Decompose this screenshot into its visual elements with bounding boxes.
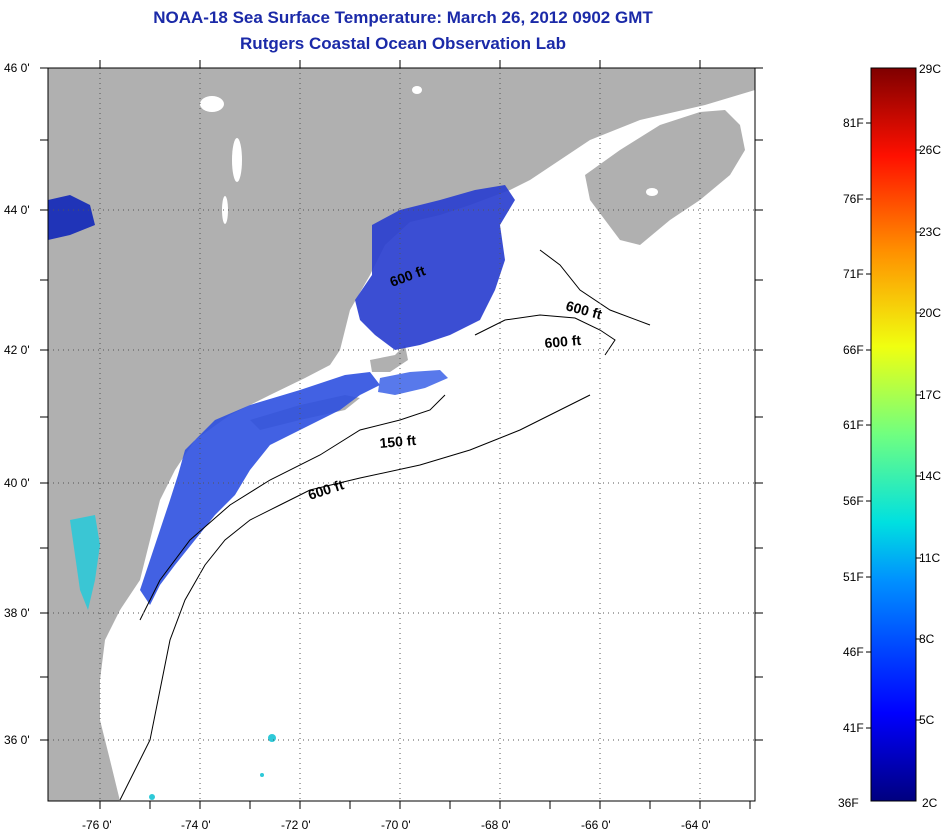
lat-label: 36 0' bbox=[4, 733, 30, 747]
lon-label: -74 0' bbox=[181, 818, 211, 832]
sst-gulf-of-maine bbox=[355, 185, 515, 350]
title-line-1: NOAA-18 Sea Surface Temperature: March 2… bbox=[153, 8, 653, 27]
map-frame bbox=[47, 67, 756, 802]
contour-150ft bbox=[139, 394, 446, 621]
lake bbox=[646, 188, 658, 196]
colorbar-f-label: 71F bbox=[843, 267, 864, 281]
lat-label: 38 0' bbox=[4, 606, 30, 620]
lat-label: 46 0' bbox=[4, 61, 30, 75]
title-line-2: Rutgers Coastal Ocean Observation Lab bbox=[240, 34, 566, 53]
colorbar-c-label: 20C bbox=[919, 306, 942, 320]
lon-label: -68 0' bbox=[481, 818, 511, 832]
colorbar-c-label: 29C bbox=[919, 62, 942, 76]
contour-600ft-outer bbox=[539, 249, 651, 326]
colorbar-c-label: 5C bbox=[919, 713, 935, 727]
colorbar-f-label: 46F bbox=[843, 645, 864, 659]
contour-label: 150 ft bbox=[379, 432, 417, 451]
colorbar-f-label: 76F bbox=[843, 192, 864, 206]
lat-label: 44 0' bbox=[4, 203, 30, 217]
sst-lake-ontario bbox=[48, 195, 95, 240]
sst-speck bbox=[260, 773, 264, 777]
lon-ticks bbox=[99, 60, 751, 809]
colorbar-ticks bbox=[866, 122, 921, 729]
colorbar-c-label: 23C bbox=[919, 225, 942, 239]
colorbar bbox=[870, 67, 917, 802]
colorbar-c-label: 17C bbox=[919, 388, 942, 402]
colorbar-c-label: 8C bbox=[919, 632, 935, 646]
lake bbox=[200, 96, 224, 112]
colorbar-f-label: 56F bbox=[843, 494, 864, 508]
land-cape-cod bbox=[370, 345, 408, 372]
colorbar-f-label: 66F bbox=[843, 343, 864, 357]
lon-label: -64 0' bbox=[681, 818, 711, 832]
colorbar-f-label: 36F bbox=[838, 796, 859, 810]
lon-label: -70 0' bbox=[381, 818, 411, 832]
lake bbox=[412, 86, 422, 94]
contour-label: 600 ft bbox=[544, 332, 582, 351]
lake bbox=[232, 138, 242, 182]
colorbar-c-label: 11C bbox=[919, 551, 941, 565]
colorbar-c-label: 14C bbox=[919, 469, 942, 483]
colorbar-f-label: 51F bbox=[843, 570, 864, 584]
graticule bbox=[48, 68, 755, 801]
contour-600ft-gm bbox=[474, 314, 616, 356]
colorbar-c-label: 26C bbox=[919, 143, 942, 157]
sst-mid-atlantic bbox=[140, 372, 380, 605]
colorbar-c-label: 2C bbox=[922, 796, 938, 810]
colorbar-f-label: 81F bbox=[843, 116, 864, 130]
land-mainland bbox=[48, 68, 755, 801]
lon-label: -66 0' bbox=[581, 818, 611, 832]
lat-label: 40 0' bbox=[4, 476, 30, 490]
lat-ticks bbox=[40, 67, 763, 741]
colorbar-f-label: 41F bbox=[843, 721, 864, 735]
land-delmarva bbox=[98, 510, 140, 620]
sst-speck bbox=[268, 734, 276, 742]
lake bbox=[222, 196, 228, 224]
contour-600ft-shelf bbox=[119, 394, 591, 801]
sst-speck bbox=[149, 794, 155, 800]
colorbar-f-label: 61F bbox=[843, 418, 864, 432]
land-nova-scotia bbox=[585, 110, 745, 245]
lat-label: 42 0' bbox=[4, 343, 30, 357]
sst-chesapeake bbox=[70, 515, 100, 610]
lon-label: -72 0' bbox=[281, 818, 311, 832]
lon-label: -76 0' bbox=[82, 818, 112, 832]
sst-nantucket bbox=[378, 370, 448, 395]
